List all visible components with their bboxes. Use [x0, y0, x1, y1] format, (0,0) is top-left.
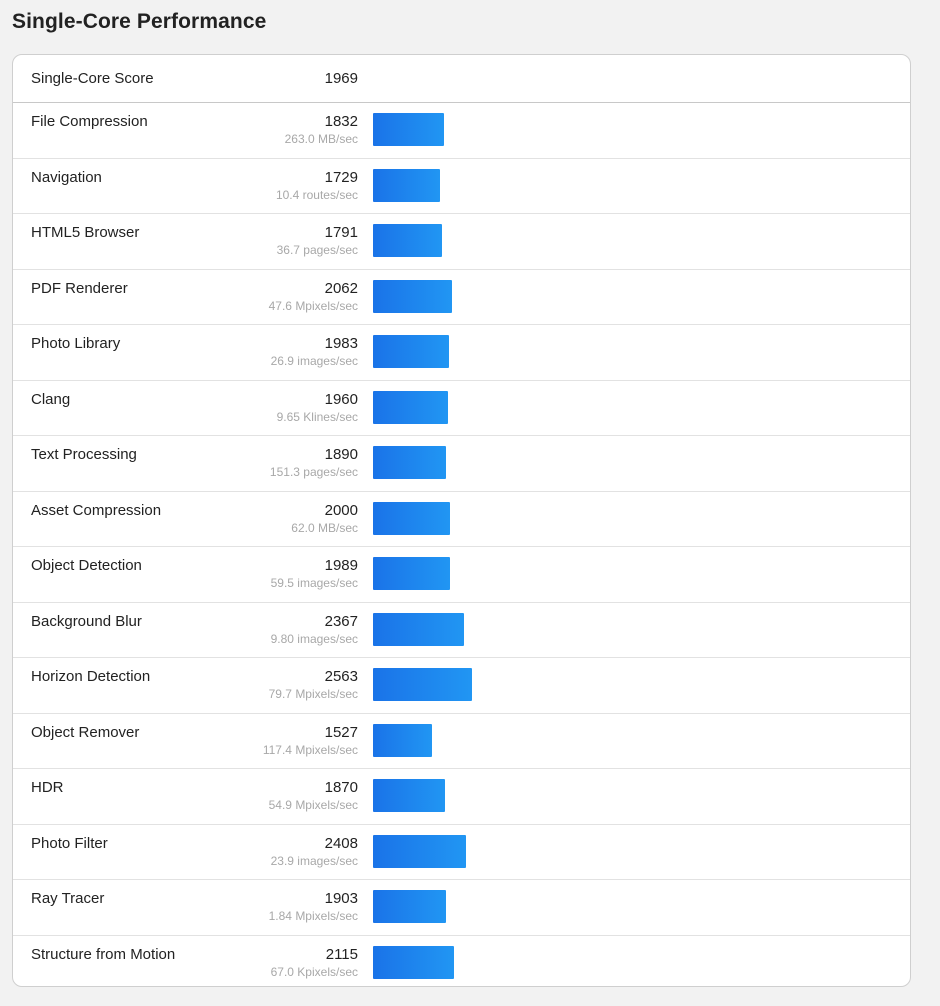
- benchmark-rate: 62.0 MB/sec: [291, 520, 358, 535]
- score-bar: [373, 390, 448, 424]
- benchmark-row: Object Detection 1989 59.5 images/sec: [13, 547, 910, 603]
- benchmark-rate: 26.9 images/sec: [270, 354, 358, 368]
- benchmark-name: Object Remover: [31, 723, 140, 741]
- page-title: Single-Core Performance: [12, 10, 267, 33]
- benchmark-score: 1527: [324, 723, 358, 741]
- summary-row: Single-Core Score 1969: [13, 55, 910, 103]
- score-bar: [373, 224, 442, 257]
- benchmark-row: Structure from Motion 2115 67.0 Kpixels/…: [13, 936, 910, 987]
- benchmark-rate: 36.7 pages/sec: [276, 243, 358, 257]
- benchmark-name: Ray Tracer: [31, 890, 105, 907]
- benchmark-score: 1791: [324, 224, 358, 241]
- score-bar: [373, 113, 444, 146]
- benchmark-name: PDF Renderer: [31, 279, 128, 297]
- score-bar: [373, 668, 472, 701]
- benchmark-rate: 47.6 Mpixels/sec: [268, 298, 358, 313]
- benchmark-rate: 1.84 Mpixels/sec: [268, 909, 358, 923]
- benchmark-score: 1832: [324, 113, 358, 130]
- score-bar: [373, 501, 450, 535]
- benchmark-score: 2062: [324, 279, 358, 297]
- benchmark-score: 1870: [324, 779, 358, 796]
- benchmark-row: Photo Filter 2408 23.9 images/sec: [13, 825, 910, 880]
- benchmark-score: 2367: [324, 612, 358, 630]
- benchmark-score: 1729: [324, 168, 358, 186]
- benchmark-row: Object Remover 1527 117.4 Mpixels/sec: [13, 714, 910, 769]
- benchmark-row: Navigation 1729 10.4 routes/sec: [13, 159, 910, 214]
- benchmark-row: Asset Compression 2000 62.0 MB/sec: [13, 492, 910, 547]
- benchmark-name: Asset Compression: [31, 501, 162, 519]
- benchmark-rate: 117.4 Mpixels/sec: [262, 742, 358, 757]
- results-table: Single-Core Score 1969 File Compression …: [12, 54, 911, 987]
- benchmark-name: Background Blur: [31, 612, 142, 630]
- benchmark-name: Object Detection: [31, 557, 142, 574]
- benchmark-rate: 263.0 MB/sec: [284, 132, 358, 146]
- benchmark-row: Photo Library 1983 26.9 images/sec: [13, 325, 910, 381]
- score-bar: [373, 890, 446, 923]
- benchmark-name: Horizon Detection: [31, 668, 151, 685]
- score-bar: [373, 945, 454, 979]
- benchmark-rate: 151.3 pages/sec: [269, 465, 358, 479]
- score-bar: [373, 612, 464, 646]
- benchmark-row: Ray Tracer 1903 1.84 Mpixels/sec: [13, 880, 910, 936]
- score-bar: [373, 446, 446, 479]
- benchmark-name: Navigation: [31, 168, 102, 186]
- benchmark-row: HTML5 Browser 1791 36.7 pages/sec: [13, 214, 910, 270]
- benchmark-row: HDR 1870 54.9 Mpixels/sec: [13, 769, 910, 825]
- benchmark-name: File Compression: [31, 113, 148, 130]
- benchmark-name: HDR: [31, 779, 64, 796]
- benchmark-name: HTML5 Browser: [31, 224, 140, 241]
- benchmark-score: 1989: [324, 557, 358, 574]
- benchmark-name: Photo Library: [31, 335, 121, 352]
- benchmark-score: 2115: [325, 945, 358, 963]
- benchmark-row: Background Blur 2367 9.80 images/sec: [13, 603, 910, 658]
- benchmark-score: 2000: [324, 501, 358, 519]
- benchmark-row: Text Processing 1890 151.3 pages/sec: [13, 436, 910, 492]
- benchmark-name: Clang: [31, 390, 71, 408]
- benchmark-rate: 10.4 routes/sec: [275, 187, 358, 202]
- benchmark-rate: 9.80 images/sec: [270, 631, 358, 646]
- benchmark-rate: 67.0 Kpixels/sec: [270, 964, 358, 979]
- score-bar: [373, 168, 440, 202]
- benchmark-score: 2563: [324, 668, 358, 685]
- summary-label: Single-Core Score: [31, 70, 154, 87]
- benchmark-rate: 79.7 Mpixels/sec: [268, 687, 358, 701]
- benchmark-score: 1890: [324, 446, 358, 463]
- benchmark-row: File Compression 1832 263.0 MB/sec: [13, 103, 910, 159]
- benchmark-score: 1983: [324, 335, 358, 352]
- score-bar: [373, 834, 466, 868]
- benchmark-score: 1960: [324, 390, 358, 408]
- benchmark-row: Horizon Detection 2563 79.7 Mpixels/sec: [13, 658, 910, 714]
- score-bar: [373, 723, 432, 757]
- score-bar: [373, 779, 445, 812]
- benchmark-name: Text Processing: [31, 446, 137, 463]
- benchmark-rate: 9.65 Klines/sec: [276, 409, 358, 424]
- summary-score: 1969: [324, 70, 358, 87]
- benchmark-rate: 59.5 images/sec: [270, 576, 358, 590]
- benchmark-row: PDF Renderer 2062 47.6 Mpixels/sec: [13, 270, 910, 325]
- benchmark-name: Photo Filter: [31, 834, 108, 852]
- benchmark-score: 2408: [324, 834, 358, 852]
- benchmark-name: Structure from Motion: [31, 945, 176, 963]
- benchmark-rate: 54.9 Mpixels/sec: [268, 798, 358, 812]
- score-bar: [373, 279, 452, 313]
- score-bar: [373, 557, 450, 590]
- score-bar: [373, 335, 449, 368]
- benchmark-row: Clang 1960 9.65 Klines/sec: [13, 381, 910, 436]
- benchmark-score: 1903: [324, 890, 358, 907]
- benchmark-rate: 23.9 images/sec: [270, 853, 358, 868]
